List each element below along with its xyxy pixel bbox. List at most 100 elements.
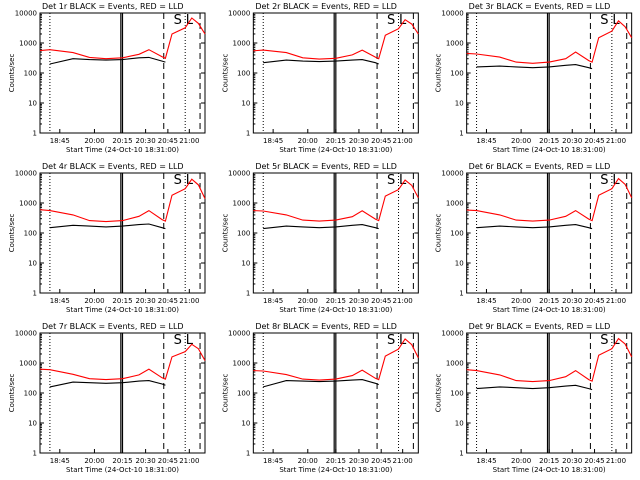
y-tick-label: 100 [24, 230, 37, 238]
x-tick-label: 20:30 [349, 137, 369, 145]
events-series-line [49, 56, 166, 65]
x-tick-label: 21:00 [393, 137, 413, 145]
x-tick-label: 21:00 [606, 457, 626, 465]
x-axis-label: Start Time (24-Oct-10 18:31:00) [66, 466, 179, 474]
y-tick-label: 100 [24, 390, 37, 398]
events-series-line [263, 59, 379, 65]
events-series-line [476, 384, 593, 391]
x-tick-label: 20:45 [158, 457, 178, 465]
lld-series-line [253, 18, 419, 60]
chart-title: Det 2r BLACK = Events, RED = LLD [255, 2, 397, 11]
marker-s: S [600, 13, 608, 28]
y-axis-label: Counts/sec [221, 374, 229, 413]
chart-title: Det 8r BLACK = Events, RED = LLD [255, 322, 397, 331]
lld-series-line [39, 17, 206, 60]
x-tick-label: 20:00 [511, 457, 531, 465]
chart-panel-6: Det 6r BLACK = Events, RED = LLD 1 10 100 10… [435, 162, 633, 314]
y-tick-label: 1000 [233, 200, 251, 208]
x-axis-label: Start Time (24-Oct-10 18:31:00) [493, 466, 606, 474]
x-tick-label: 20:45 [584, 137, 604, 145]
lld-series-line [466, 177, 633, 222]
x-tick-label: 20:30 [562, 457, 582, 465]
y-tick-label: 100 [450, 70, 463, 78]
x-tick-label: 18:45 [263, 297, 283, 305]
x-tick-label: 20:30 [349, 457, 369, 465]
marker-l: L [399, 333, 407, 348]
marker-s: S [174, 13, 182, 28]
x-tick-label: 18:45 [263, 137, 283, 145]
marker-l: L [612, 173, 620, 188]
x-axis-label: Start Time (24-Oct-10 18:31:00) [279, 466, 392, 474]
y-tick-label: 10000 [441, 330, 463, 338]
x-axis-label: Start Time (24-Oct-10 18:31:00) [279, 146, 392, 154]
x-tick-label: 20:00 [84, 457, 104, 465]
y-axis-label: Counts/sec [8, 214, 16, 253]
x-tick-label: 20:30 [136, 457, 156, 465]
x-tick-label: 20:15 [326, 457, 346, 465]
marker-l: L [186, 173, 194, 188]
x-tick-label: 20:15 [112, 457, 132, 465]
y-tick-label: 1 [459, 290, 463, 298]
y-tick-label: 100 [237, 390, 250, 398]
lld-series-line [466, 337, 633, 383]
x-tick-label: 20:15 [326, 297, 346, 305]
y-tick-label: 1 [246, 450, 250, 458]
marker-s: S [600, 173, 608, 188]
x-tick-label: 20:30 [562, 137, 582, 145]
x-tick-label: 20:00 [84, 297, 104, 305]
y-tick-label: 10 [28, 420, 37, 428]
x-tick-label: 21:00 [179, 297, 199, 305]
x-axis-label: Start Time (24-Oct-10 18:31:00) [493, 146, 606, 154]
y-tick-label: 10 [241, 100, 250, 108]
marker-l: L [399, 173, 407, 188]
y-axis-label: Counts/sec [435, 374, 443, 413]
y-tick-label: 1 [459, 450, 463, 458]
chart-panel-8: Det 8r BLACK = Events, RED = LLD 1 10 100 10… [221, 322, 419, 474]
y-tick-label: 1000 [446, 360, 464, 368]
marker-s: S [387, 13, 395, 28]
y-axis-label: Counts/sec [435, 214, 443, 253]
y-tick-label: 1000 [233, 40, 251, 48]
x-tick-label: 20:00 [511, 297, 531, 305]
chart-panel-2: Det 2r BLACK = Events, RED = LLD 1 10 100 10… [221, 2, 419, 154]
x-tick-label: 18:45 [476, 457, 496, 465]
lld-series-line [466, 19, 633, 64]
chart-panel-5: Det 5r BLACK = Events, RED = LLD 1 10 100 10… [221, 162, 419, 314]
x-tick-label: 20:45 [584, 297, 604, 305]
x-tick-label: 18:45 [476, 297, 496, 305]
y-tick-label: 100 [450, 230, 463, 238]
marker-l: L [186, 333, 194, 348]
y-tick-label: 1 [246, 130, 250, 138]
y-tick-label: 10 [455, 260, 464, 268]
x-tick-label: 21:00 [393, 297, 413, 305]
y-tick-label: 1 [246, 290, 250, 298]
x-tick-label: 20:15 [539, 137, 559, 145]
x-tick-label: 20:45 [158, 297, 178, 305]
x-tick-label: 20:00 [298, 297, 318, 305]
events-series-line [476, 224, 593, 230]
x-axis-label: Start Time (24-Oct-10 18:31:00) [493, 306, 606, 314]
x-tick-label: 20:45 [371, 297, 391, 305]
events-series-line [263, 379, 379, 388]
x-tick-label: 21:00 [606, 137, 626, 145]
y-tick-label: 10000 [15, 170, 37, 178]
chart-panel-3: Det 3r BLACK = Events, RED = LLD 1 10 100 10… [435, 2, 633, 154]
marker-l: L [612, 13, 620, 28]
x-tick-label: 21:00 [606, 297, 626, 305]
x-tick-label: 21:00 [179, 457, 199, 465]
x-tick-label: 20:15 [539, 297, 559, 305]
x-tick-label: 20:45 [158, 137, 178, 145]
chart-title: Det 6r BLACK = Events, RED = LLD [469, 162, 611, 171]
x-tick-label: 21:00 [393, 457, 413, 465]
y-tick-label: 10 [455, 420, 464, 428]
x-tick-label: 20:30 [349, 297, 369, 305]
y-axis-label: Counts/sec [221, 214, 229, 253]
chart-title: Det 4r BLACK = Events, RED = LLD [42, 162, 184, 171]
x-tick-label: 18:45 [50, 297, 70, 305]
y-tick-label: 1 [33, 130, 37, 138]
y-axis-label: Counts/sec [8, 54, 16, 93]
x-tick-label: 20:15 [112, 137, 132, 145]
x-tick-label: 20:45 [371, 457, 391, 465]
lld-series-line [39, 343, 206, 381]
